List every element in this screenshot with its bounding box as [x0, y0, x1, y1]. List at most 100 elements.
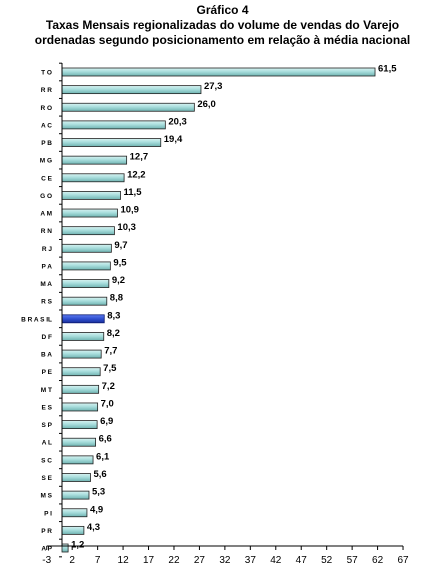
x-tick-label: 32 — [219, 555, 231, 566]
chart-subtitle-line1: Taxas Mensais regionalizadas do volume d… — [45, 18, 400, 32]
bar-rr — [61, 85, 202, 95]
bar-am — [61, 208, 118, 218]
category-label: S C — [41, 457, 52, 464]
x-tick-label: 7 — [95, 555, 101, 566]
category-label: S E — [42, 475, 53, 482]
x-tick-label: 17 — [143, 555, 155, 566]
x-tick-label: -3 — [42, 555, 51, 566]
data-label: 12,7 — [130, 152, 149, 163]
category-label: A L — [42, 440, 52, 447]
category-label: M T — [41, 387, 52, 394]
x-tick-label: 22 — [168, 555, 180, 566]
data-label: 4,9 — [90, 504, 103, 515]
category-label: R S — [41, 299, 53, 306]
category-label: P I — [44, 510, 52, 517]
data-label: 5,6 — [94, 469, 107, 480]
data-label: 9,5 — [113, 257, 127, 268]
chart-subtitle-line2: ordenadas segundo posicionamento em rela… — [34, 33, 411, 47]
bar-pa — [61, 261, 111, 271]
chart-title-block: Gráfico 4 Taxas Mensais regionalizadas d… — [0, 3, 445, 48]
category-label: P R — [41, 528, 52, 535]
bar-rj — [61, 243, 112, 253]
bar-es — [61, 402, 99, 412]
category-label: B A — [41, 352, 52, 359]
data-label: 10,9 — [120, 205, 139, 216]
category-label: D F — [42, 334, 53, 341]
x-tick-label: 2 — [69, 555, 75, 566]
data-label: 7,5 — [103, 363, 117, 374]
data-label: 10,3 — [117, 222, 135, 233]
category-label: A C — [41, 122, 52, 129]
x-tick-label: 67 — [397, 555, 409, 566]
bar-ms — [61, 490, 90, 500]
bar-pr — [61, 525, 85, 535]
bar-pi — [61, 508, 88, 518]
bar-ap — [61, 543, 69, 553]
chart-title: Gráfico 4 — [196, 3, 249, 17]
data-label: 6,1 — [96, 451, 110, 462]
category-label: P B — [41, 140, 52, 147]
data-label: 5,3 — [92, 487, 105, 498]
x-tick-label: 12 — [118, 555, 130, 566]
x-tick-label: 42 — [270, 555, 282, 566]
bar-pe — [61, 367, 101, 377]
category-label: A M — [40, 211, 52, 218]
data-label: 8,2 — [107, 328, 120, 339]
bar-df — [61, 332, 105, 341]
bar-go — [61, 191, 121, 200]
bar-to — [61, 67, 376, 77]
data-label: 7,0 — [101, 398, 114, 409]
data-label: 11,5 — [124, 187, 143, 198]
category-label: S P — [42, 422, 53, 429]
data-label: 7,7 — [104, 346, 117, 357]
data-label: 12,2 — [127, 169, 146, 180]
category-label: R J — [42, 246, 53, 253]
bar-brasil — [61, 314, 105, 324]
data-label: 1,2 — [71, 540, 84, 551]
category-label: P A — [42, 263, 53, 270]
bar-rs — [61, 296, 108, 306]
data-label: 7,2 — [102, 381, 115, 392]
data-label: 8,3 — [107, 310, 120, 321]
data-label: 19,4 — [164, 134, 183, 145]
data-label: 9,2 — [112, 275, 125, 286]
category-label: E S — [42, 404, 53, 411]
category-label: T O — [41, 70, 52, 77]
data-label: 26,0 — [197, 99, 216, 110]
category-label: B R A S IL — [21, 316, 52, 323]
bar-mt — [61, 384, 100, 394]
category-label: M G — [40, 158, 52, 165]
data-label: 27,3 — [204, 81, 223, 92]
category-label: G O — [40, 193, 52, 200]
bar-ce — [61, 173, 125, 183]
data-label: 9,7 — [114, 240, 127, 251]
data-label: 6,6 — [99, 434, 112, 445]
category-label: M A — [40, 281, 52, 288]
data-label: 6,9 — [100, 416, 113, 427]
x-tick-label: 52 — [321, 555, 333, 566]
category-label: R N — [41, 228, 53, 235]
category-label: R O — [40, 105, 52, 112]
x-tick-label: 27 — [194, 555, 206, 566]
x-tick-label: 57 — [347, 555, 359, 566]
data-label: 20,3 — [168, 116, 187, 127]
data-label: 4,3 — [87, 522, 100, 533]
data-label: 61,5 — [378, 64, 397, 75]
bar-sp — [61, 420, 98, 430]
x-tick-label: 62 — [372, 555, 384, 566]
bar-ba — [61, 349, 102, 359]
bar-sc — [61, 455, 94, 465]
x-tick-label: 47 — [296, 555, 308, 566]
category-label: C E — [41, 175, 53, 182]
category-label: P E — [42, 369, 53, 376]
category-label: R R — [41, 87, 53, 94]
bar-al — [61, 437, 96, 447]
x-tick-label: 37 — [245, 555, 257, 566]
data-label: 8,8 — [110, 293, 123, 304]
category-label: M S — [40, 493, 52, 500]
bar-ac — [61, 120, 166, 130]
bar-ma — [61, 279, 110, 288]
bar-pb — [61, 138, 162, 147]
bar-se — [61, 473, 91, 482]
